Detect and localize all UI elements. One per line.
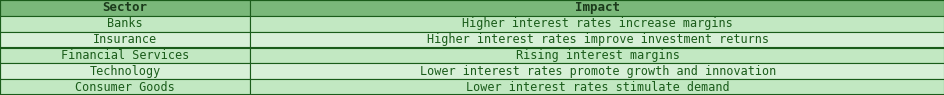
Bar — [0, 0, 250, 16]
Text: Lower interest rates promote growth and innovation: Lower interest rates promote growth and … — [419, 65, 775, 78]
Bar — [250, 48, 944, 63]
Bar — [0, 63, 250, 79]
Text: Technology: Technology — [90, 65, 160, 78]
Bar — [0, 32, 250, 48]
Bar — [0, 16, 250, 32]
Text: Lower interest rates stimulate demand: Lower interest rates stimulate demand — [465, 81, 729, 94]
Text: Financial Services: Financial Services — [61, 49, 189, 62]
Text: Impact: Impact — [575, 1, 619, 14]
Text: Higher interest rates improve investment returns: Higher interest rates improve investment… — [427, 33, 767, 46]
Bar — [250, 0, 944, 16]
Bar — [250, 16, 944, 32]
Text: Rising interest margins: Rising interest margins — [515, 49, 679, 62]
Bar — [250, 63, 944, 79]
Bar — [250, 32, 944, 48]
Text: Insurance: Insurance — [93, 33, 157, 46]
Bar — [0, 79, 250, 95]
Text: Higher interest rates increase margins: Higher interest rates increase margins — [462, 17, 733, 30]
Bar — [250, 79, 944, 95]
Text: Consumer Goods: Consumer Goods — [76, 81, 175, 94]
Text: Sector: Sector — [103, 1, 147, 14]
Text: Banks: Banks — [108, 17, 143, 30]
Bar — [0, 48, 250, 63]
